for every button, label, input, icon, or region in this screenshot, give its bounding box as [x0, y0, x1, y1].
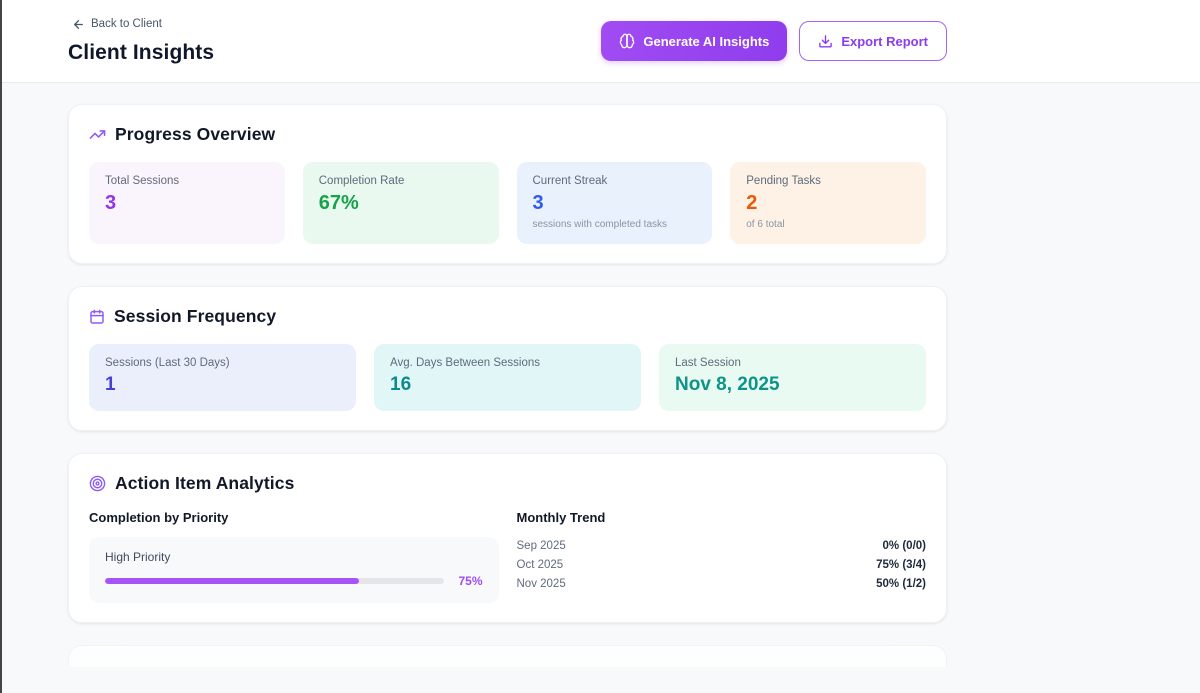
- priority-label: High Priority: [105, 550, 171, 564]
- frequency-stats-grid: Sessions (Last 30 Days) 1 Avg. Days Betw…: [89, 344, 926, 411]
- monthly-trend-column: Monthly Trend Sep 2025 0% (0/0) Oct 2025…: [517, 510, 927, 603]
- stat-value: Nov 8, 2025: [675, 374, 780, 395]
- stat-label: Avg. Days Between Sessions: [390, 357, 541, 369]
- page-title: Client Insights: [68, 40, 215, 64]
- stat-subtitle: of 6 total: [746, 219, 785, 230]
- stat-subtitle: sessions with completed tasks: [532, 219, 668, 230]
- priority-bar-row-high: High Priority 75%: [89, 537, 499, 603]
- stat-label: Sessions (Last 30 Days): [105, 357, 230, 369]
- back-to-client-link[interactable]: Back to Client: [72, 18, 162, 31]
- main-content: Progress Overview Total Sessions 3 Compl…: [68, 83, 947, 667]
- monthly-trend-row: Oct 2025 75% (3/4): [517, 555, 927, 574]
- download-icon: [818, 34, 833, 49]
- progress-overview-header: Progress Overview: [89, 124, 926, 145]
- monthly-trend-row: Nov 2025 50% (1/2): [517, 574, 927, 593]
- action-analytics-header: Action Item Analytics: [89, 473, 926, 494]
- analytics-grid: Completion by Priority High Priority 75%…: [89, 510, 926, 603]
- progress-fill: [105, 578, 359, 584]
- stat-card-total-sessions: Total Sessions 3: [89, 162, 285, 244]
- generate-button-label: Generate AI Insights: [643, 33, 770, 49]
- calendar-icon: [89, 309, 105, 325]
- trend-value: 0% (0/0): [882, 539, 926, 552]
- priority-progress-bar: 75%: [105, 574, 483, 588]
- stat-card-current-streak: Current Streak 3 sessions with completed…: [516, 162, 713, 244]
- action-analytics-title: Action Item Analytics: [115, 473, 295, 493]
- header-actions: Generate AI Insights Export Report: [601, 21, 947, 61]
- trend-month: Oct 2025: [516, 558, 564, 571]
- stat-value: 3: [532, 192, 544, 214]
- stat-label: Completion Rate: [318, 175, 405, 187]
- target-icon: [89, 475, 106, 492]
- completion-by-priority-heading: Completion by Priority: [89, 510, 229, 525]
- action-item-analytics-card: Action Item Analytics Completion by Prio…: [68, 453, 947, 623]
- top-header-bar: Back to Client Client Insights Generate …: [0, 0, 1200, 83]
- progress-stats-grid: Total Sessions 3 Completion Rate 67% Cur…: [89, 162, 926, 244]
- next-card-peek: [68, 645, 947, 667]
- monthly-trend-row: Sep 2025 0% (0/0): [517, 536, 927, 555]
- export-button-label: Export Report: [841, 33, 928, 49]
- arrow-left-icon: [72, 18, 85, 31]
- trend-value: 75% (3/4): [876, 558, 926, 571]
- session-frequency-card: Session Frequency Sessions (Last 30 Days…: [68, 286, 947, 431]
- stat-value: 1: [105, 374, 116, 395]
- stat-value: 67%: [318, 192, 359, 214]
- progress-overview-card: Progress Overview Total Sessions 3 Compl…: [68, 104, 947, 264]
- completion-by-priority-column: Completion by Priority High Priority 75%: [89, 510, 499, 603]
- trending-up-icon: [89, 126, 106, 143]
- session-frequency-title: Session Frequency: [114, 306, 277, 326]
- stat-value: 3: [105, 192, 117, 214]
- stat-label: Pending Tasks: [746, 175, 821, 187]
- trend-month: Nov 2025: [516, 577, 566, 590]
- trend-month: Sep 2025: [516, 539, 566, 552]
- window-left-edge: [0, 0, 2, 693]
- stat-value: 2: [746, 192, 758, 214]
- export-report-button[interactable]: Export Report: [799, 21, 947, 61]
- stat-label: Current Streak: [532, 175, 608, 187]
- progress-track: [105, 578, 444, 584]
- progress-percent-label: 75%: [458, 574, 483, 588]
- stat-card-sessions-30-days: Sessions (Last 30 Days) 1: [89, 344, 356, 411]
- monthly-trend-heading: Monthly Trend: [516, 510, 606, 525]
- generate-ai-insights-button[interactable]: Generate AI Insights: [601, 21, 788, 61]
- header-left: Back to Client Client Insights: [68, 18, 214, 65]
- stat-card-completion-rate: Completion Rate 67%: [302, 162, 499, 244]
- back-link-label: Back to Client: [91, 18, 162, 30]
- brain-icon: [619, 33, 635, 49]
- stat-card-avg-days-between: Avg. Days Between Sessions 16: [374, 344, 641, 411]
- session-frequency-header: Session Frequency: [89, 306, 926, 327]
- trend-value: 50% (1/2): [876, 577, 926, 590]
- stat-label: Last Session: [675, 357, 741, 369]
- progress-overview-title: Progress Overview: [115, 124, 276, 144]
- stat-card-pending-tasks: Pending Tasks 2 of 6 total: [730, 162, 926, 244]
- monthly-trend-list: Sep 2025 0% (0/0) Oct 2025 75% (3/4) Nov…: [517, 536, 927, 593]
- stat-value: 16: [390, 374, 412, 395]
- stat-label: Total Sessions: [105, 175, 180, 187]
- stat-card-last-session: Last Session Nov 8, 2025: [659, 344, 926, 411]
